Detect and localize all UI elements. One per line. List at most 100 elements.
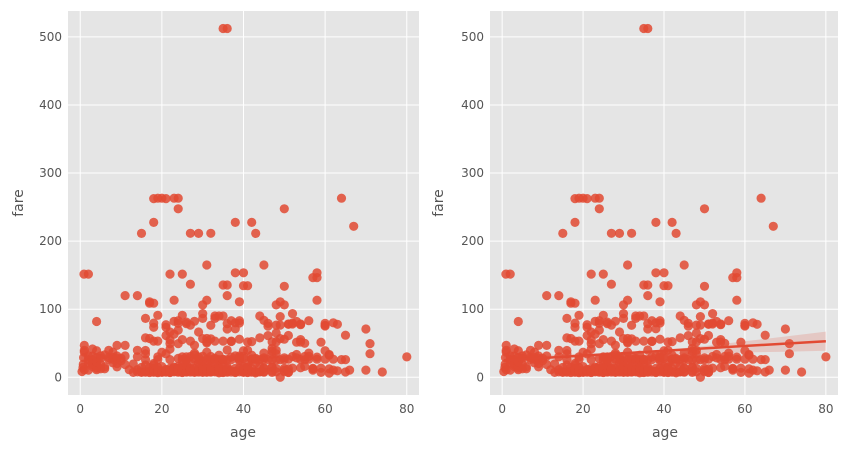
right-data-point	[655, 316, 665, 326]
left-data-point	[243, 281, 253, 291]
right-data-point	[695, 320, 706, 330]
right-data-point	[627, 320, 637, 330]
left-data-point	[255, 333, 265, 343]
right-data-point	[586, 355, 596, 365]
left-data-point	[222, 280, 232, 290]
right-data-point	[618, 309, 629, 319]
right-data-point	[716, 319, 726, 329]
right-data-point	[780, 324, 791, 334]
left-data-point	[332, 366, 342, 376]
right-data-point	[732, 295, 742, 305]
right-data-point	[752, 319, 762, 329]
right-x-tick-label: 20	[575, 402, 590, 416]
right-x-axis-label: age	[652, 425, 678, 441]
right-y-tick-label: 500	[461, 30, 484, 44]
left-data-point	[349, 221, 359, 231]
right-data-point	[768, 221, 778, 231]
right-data-point	[623, 260, 633, 270]
left-y-tick-labels: 0 100 200 300 400 500	[39, 30, 62, 384]
right-data-point	[651, 217, 661, 227]
right-data-point	[562, 345, 572, 356]
right-data-point	[764, 365, 774, 375]
right-y-axis-label: fare	[431, 189, 447, 217]
left-data-point	[222, 291, 232, 301]
right-data-point	[562, 313, 572, 323]
left-data-point	[173, 325, 183, 335]
left-data-point	[377, 367, 387, 377]
right-y-tick-label: 100	[461, 302, 484, 316]
right-data-point	[574, 336, 584, 346]
right-data-point	[647, 336, 657, 347]
left-data-point	[340, 355, 351, 365]
left-data-point	[316, 363, 326, 373]
left-data-point	[226, 336, 236, 347]
left-data-point	[140, 313, 151, 323]
left-data-point	[177, 269, 187, 279]
left-data-point	[287, 363, 298, 373]
right-data-point	[594, 204, 604, 214]
right-regression-line	[503, 339, 826, 362]
left-y-tick-label: 0	[54, 370, 62, 384]
right-data-point	[659, 268, 669, 278]
left-data-point	[132, 291, 142, 301]
right-data-point	[784, 349, 795, 359]
right-grid	[490, 11, 838, 395]
right-data-point	[756, 193, 766, 203]
right-data-point	[691, 363, 702, 373]
left-data-point	[365, 349, 375, 359]
right-data-point	[627, 228, 637, 238]
left-data-point	[165, 355, 175, 365]
right-data-point	[732, 268, 742, 278]
right-y-tick-label: 0	[476, 370, 484, 384]
right-data-point	[643, 291, 653, 301]
right-data-point	[574, 310, 584, 320]
right-data-point	[760, 330, 770, 340]
right-data-point	[610, 316, 621, 326]
left-data-point	[132, 345, 142, 355]
right-data-point	[542, 291, 552, 301]
left-data-point	[202, 260, 212, 270]
right-regression-panel: 0 20 40 60 80 0 100 200 300 400 500 age fare	[431, 11, 838, 441]
right-data-point	[752, 366, 762, 376]
right-data-point	[623, 295, 633, 305]
right-data-point	[534, 340, 544, 350]
right-data-point	[724, 348, 734, 358]
right-data-point	[610, 340, 621, 350]
right-data-point	[598, 335, 608, 345]
right-data-point	[667, 337, 677, 347]
left-data-point	[279, 300, 289, 310]
right-data-point	[695, 312, 706, 322]
right-data-point	[663, 281, 673, 291]
left-data-point	[336, 193, 347, 203]
right-data-point	[598, 310, 608, 320]
left-data-point	[222, 345, 232, 355]
left-data-point	[312, 268, 322, 278]
left-data-point	[218, 311, 228, 321]
left-x-axis-label: age	[230, 425, 256, 441]
left-data-point	[206, 228, 216, 238]
left-data-point	[161, 194, 171, 204]
right-data-point	[720, 361, 730, 371]
right-data-point	[703, 330, 714, 341]
right-data-point	[594, 193, 604, 203]
left-data-point	[100, 362, 110, 372]
left-data-point	[173, 204, 183, 214]
left-data-point	[332, 319, 342, 329]
left-data-point	[263, 318, 273, 328]
right-x-tick-label: 80	[818, 402, 833, 416]
right-data-point	[643, 280, 653, 290]
left-data-point	[361, 324, 371, 334]
left-y-tick-label: 100	[39, 302, 62, 316]
left-data-point	[120, 291, 130, 301]
right-x-tick-label: 40	[656, 402, 671, 416]
left-data-point	[300, 338, 310, 348]
right-data-point	[639, 311, 649, 321]
right-data-point	[501, 340, 511, 350]
right-data-point	[655, 334, 665, 344]
right-data-point	[542, 351, 552, 361]
left-data-point	[238, 268, 249, 278]
right-data-point	[699, 204, 710, 214]
left-data-point	[177, 310, 187, 320]
